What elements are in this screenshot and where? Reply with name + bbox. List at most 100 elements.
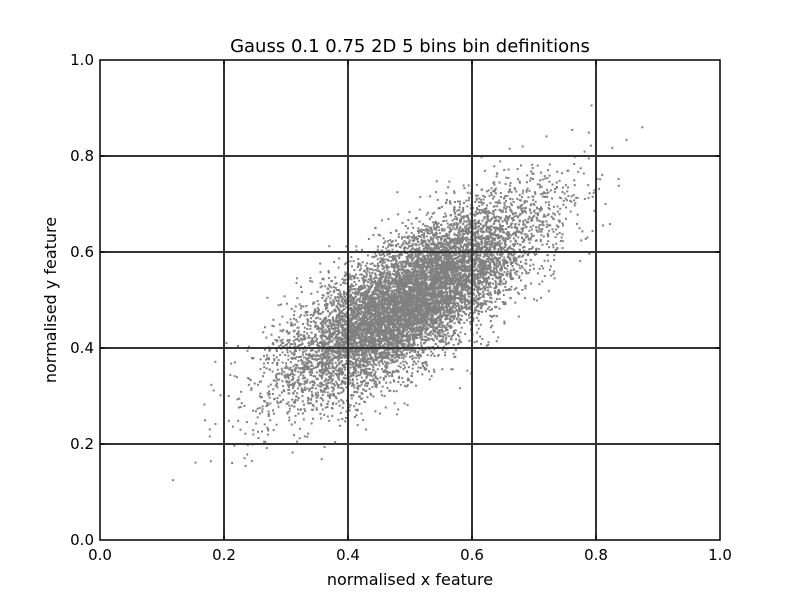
data-point: [475, 247, 478, 250]
data-point: [414, 349, 417, 352]
data-point: [387, 332, 390, 335]
data-point: [451, 368, 454, 371]
data-point: [233, 375, 236, 378]
data-point: [541, 223, 544, 226]
data-point: [339, 291, 342, 294]
data-point: [521, 240, 524, 243]
data-point: [342, 388, 345, 391]
data-point: [316, 342, 319, 345]
data-point: [414, 290, 417, 293]
data-point: [247, 345, 250, 348]
data-point: [276, 364, 279, 366]
data-point: [331, 372, 333, 375]
data-point: [362, 323, 365, 326]
data-point: [247, 377, 250, 380]
data-point: [529, 226, 532, 229]
data-point: [472, 220, 475, 223]
data-point: [387, 240, 389, 243]
data-point: [262, 375, 264, 378]
data-point: [383, 242, 386, 244]
data-point: [449, 315, 452, 318]
data-point: [371, 294, 374, 296]
data-point: [379, 359, 382, 362]
data-point: [416, 260, 419, 263]
data-point: [438, 207, 441, 210]
data-point: [482, 291, 485, 293]
data-point: [310, 361, 313, 364]
data-point: [293, 335, 296, 338]
data-point: [532, 263, 535, 266]
data-point: [388, 255, 391, 258]
data-point: [412, 270, 415, 273]
data-point: [464, 289, 467, 292]
data-point: [509, 184, 511, 187]
data-point: [311, 371, 314, 374]
data-point: [463, 229, 465, 232]
data-point: [335, 402, 338, 405]
data-point: [356, 386, 359, 389]
data-point: [525, 220, 528, 223]
data-point: [384, 280, 387, 283]
data-point: [464, 227, 467, 230]
data-point: [351, 285, 354, 288]
data-point: [335, 321, 338, 324]
data-point: [418, 220, 421, 223]
data-point: [399, 290, 402, 293]
data-point: [484, 263, 487, 266]
data-point: [467, 284, 470, 287]
data-point: [463, 202, 465, 204]
data-point: [390, 328, 393, 331]
data-point: [479, 323, 482, 326]
data-point: [478, 292, 480, 295]
scatter-points: [172, 104, 644, 482]
data-point: [497, 336, 500, 339]
data-point: [384, 275, 387, 278]
data-point: [375, 327, 378, 329]
data-point: [301, 353, 304, 356]
data-point: [477, 254, 480, 257]
data-point: [362, 348, 365, 351]
data-point: [550, 215, 553, 218]
data-point: [383, 255, 386, 257]
data-point: [406, 325, 409, 328]
data-point: [336, 314, 339, 317]
data-point: [420, 263, 423, 266]
data-point: [386, 276, 389, 279]
data-point: [286, 343, 288, 346]
data-point: [380, 284, 382, 287]
data-point: [310, 340, 313, 343]
data-point: [428, 248, 431, 251]
data-point: [337, 314, 340, 317]
data-point: [431, 332, 434, 335]
data-point: [488, 220, 491, 222]
data-point: [374, 326, 376, 329]
data-point: [429, 246, 432, 249]
data-point: [395, 245, 398, 248]
data-point: [333, 367, 336, 370]
data-point: [551, 183, 554, 186]
data-point: [350, 356, 353, 359]
data-point: [517, 178, 519, 181]
data-point: [290, 404, 293, 407]
data-point: [493, 190, 496, 193]
data-point: [509, 234, 512, 237]
data-point: [408, 239, 411, 242]
data-point: [303, 330, 306, 333]
data-point: [399, 350, 402, 353]
data-point: [436, 317, 439, 319]
data-point: [367, 281, 369, 284]
data-point: [268, 390, 271, 393]
data-point: [475, 230, 478, 233]
data-point: [518, 214, 521, 217]
data-point: [338, 370, 341, 373]
data-point: [325, 378, 327, 381]
data-point: [475, 262, 478, 265]
data-point: [356, 323, 359, 326]
data-point: [327, 381, 330, 384]
data-point: [410, 381, 412, 384]
data-point: [515, 234, 517, 237]
data-point: [483, 217, 486, 220]
data-point: [475, 183, 478, 186]
data-point: [444, 302, 447, 305]
data-point: [504, 195, 507, 197]
